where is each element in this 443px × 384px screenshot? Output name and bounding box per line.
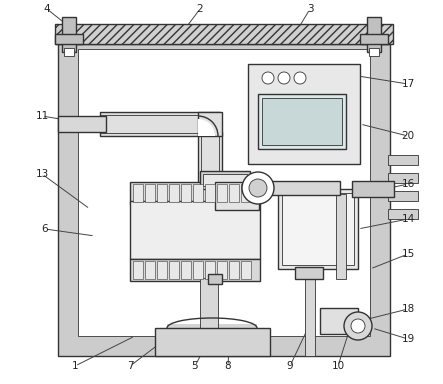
Bar: [133, 261, 143, 279]
Bar: [248, 64, 360, 164]
Bar: [229, 184, 239, 202]
Bar: [130, 182, 260, 204]
Text: 7: 7: [127, 361, 133, 371]
Bar: [145, 184, 155, 202]
Bar: [193, 184, 203, 202]
Bar: [145, 261, 155, 279]
Bar: [208, 274, 222, 284]
Text: 20: 20: [401, 131, 415, 141]
Circle shape: [242, 172, 274, 204]
Bar: [193, 261, 203, 279]
Bar: [388, 155, 418, 165]
Bar: [169, 184, 179, 202]
Bar: [62, 17, 76, 52]
Bar: [352, 181, 394, 197]
Text: 4: 4: [44, 4, 51, 14]
Bar: [58, 44, 390, 356]
Bar: [305, 276, 315, 356]
Bar: [200, 171, 250, 189]
Bar: [336, 194, 346, 279]
Bar: [218, 186, 256, 206]
Bar: [64, 48, 74, 56]
Bar: [157, 261, 167, 279]
Text: 6: 6: [42, 224, 48, 234]
Text: 11: 11: [35, 111, 49, 121]
Bar: [169, 261, 179, 279]
Bar: [181, 184, 191, 202]
Bar: [200, 278, 218, 328]
Bar: [360, 34, 388, 44]
Bar: [295, 267, 323, 279]
Text: 1: 1: [72, 361, 78, 371]
Text: 2: 2: [197, 4, 203, 14]
Bar: [215, 182, 259, 210]
Bar: [388, 191, 418, 201]
Bar: [157, 184, 167, 202]
Bar: [369, 48, 379, 56]
Bar: [282, 193, 354, 265]
Circle shape: [249, 179, 267, 197]
Text: 10: 10: [331, 361, 345, 371]
Bar: [167, 324, 257, 334]
Bar: [55, 34, 83, 44]
Bar: [130, 259, 260, 281]
Bar: [203, 174, 247, 186]
Text: 19: 19: [401, 334, 415, 344]
Bar: [198, 132, 222, 186]
Bar: [155, 328, 270, 356]
Bar: [181, 261, 191, 279]
Text: 5: 5: [192, 361, 198, 371]
Text: 3: 3: [307, 4, 313, 14]
Text: 8: 8: [225, 361, 231, 371]
Circle shape: [294, 72, 306, 84]
Bar: [130, 201, 260, 259]
Text: 16: 16: [401, 179, 415, 189]
Circle shape: [262, 72, 274, 84]
Bar: [229, 261, 239, 279]
Text: 13: 13: [35, 169, 49, 179]
Bar: [241, 184, 251, 202]
Bar: [133, 184, 143, 202]
Bar: [270, 181, 340, 195]
Bar: [320, 308, 358, 334]
Bar: [262, 98, 342, 145]
Bar: [388, 209, 418, 219]
Circle shape: [278, 72, 290, 84]
Text: 14: 14: [401, 214, 415, 224]
Wedge shape: [198, 119, 215, 136]
Text: 18: 18: [401, 304, 415, 314]
Bar: [278, 189, 358, 269]
Text: 17: 17: [401, 79, 415, 89]
Bar: [217, 261, 227, 279]
Bar: [388, 173, 418, 183]
Circle shape: [344, 312, 372, 340]
Bar: [205, 261, 215, 279]
Bar: [58, 116, 106, 132]
Bar: [241, 261, 251, 279]
Circle shape: [351, 319, 365, 333]
Text: 15: 15: [401, 249, 415, 259]
Text: 9: 9: [287, 361, 293, 371]
Bar: [100, 112, 220, 136]
Bar: [367, 17, 381, 52]
Bar: [205, 184, 215, 202]
Bar: [217, 184, 227, 202]
Bar: [55, 24, 393, 44]
Bar: [258, 94, 346, 149]
Bar: [198, 112, 222, 136]
Bar: [78, 49, 370, 336]
